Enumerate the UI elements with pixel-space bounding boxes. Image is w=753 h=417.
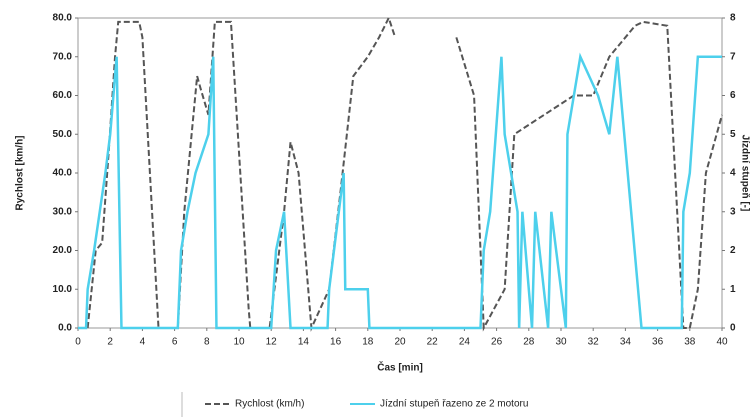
- x-tick-label: 22: [427, 337, 439, 348]
- x-tick-label: 12: [266, 337, 278, 348]
- x-tick-label: 34: [620, 337, 632, 348]
- x-tick-label: 20: [394, 337, 406, 348]
- x-tick-label: 0: [75, 337, 81, 348]
- y-tick-label: 70.0: [53, 51, 73, 62]
- y-tick-label: 30.0: [53, 206, 73, 217]
- x-tick-label: 38: [684, 337, 696, 348]
- x-tick-label: 6: [172, 337, 178, 348]
- y-tick-label: 60.0: [53, 90, 73, 101]
- x-tick-label: 4: [140, 337, 146, 348]
- x-tick-label: 28: [523, 337, 535, 348]
- y2-tick-label: 4: [730, 168, 736, 179]
- legend-label: Rychlost (km/h): [235, 399, 304, 410]
- x-tick-label: 40: [716, 337, 728, 348]
- x-tick-label: 36: [652, 337, 664, 348]
- x-tick-label: 8: [204, 337, 210, 348]
- x-tick-label: 18: [362, 337, 374, 348]
- y-tick-label: 0.0: [58, 323, 72, 334]
- y2-tick-label: 7: [730, 51, 736, 62]
- x-tick-label: 14: [298, 337, 310, 348]
- x-axis-label: Čas [min]: [377, 361, 423, 374]
- y2-tick-label: 8: [730, 13, 736, 24]
- plot-area: [77, 17, 723, 329]
- y-tick-label: 10.0: [53, 284, 73, 295]
- y2-tick-label: 0: [730, 323, 736, 334]
- x-tick-label: 32: [588, 337, 600, 348]
- y2-tick-label: 5: [730, 129, 736, 140]
- y2-axis-label: Jízdní stupeň [-]: [739, 135, 750, 212]
- y-axis-label: Rychlost [km/h]: [15, 135, 26, 210]
- x-tick-label: 2: [107, 337, 113, 348]
- x-tick-label: 10: [233, 337, 245, 348]
- y-tick-label: 50.0: [53, 129, 73, 140]
- y-tick-label: 80.0: [53, 13, 73, 24]
- y2-tick-label: 1: [730, 284, 736, 295]
- y-tick-label: 40.0: [53, 168, 73, 179]
- legend-label: Jízdní stupeň řazeno ze 2 motoru: [380, 399, 528, 410]
- x-tick-label: 16: [330, 337, 342, 348]
- series-line: [78, 52, 722, 330]
- x-tick-label: 30: [555, 337, 567, 348]
- x-tick-label: 24: [459, 337, 471, 348]
- y2-tick-label: 2: [730, 245, 736, 256]
- y2-tick-label: 3: [730, 206, 736, 217]
- y2-tick-label: 6: [730, 90, 736, 101]
- x-tick-label: 26: [491, 337, 503, 348]
- y-tick-label: 20.0: [53, 245, 73, 256]
